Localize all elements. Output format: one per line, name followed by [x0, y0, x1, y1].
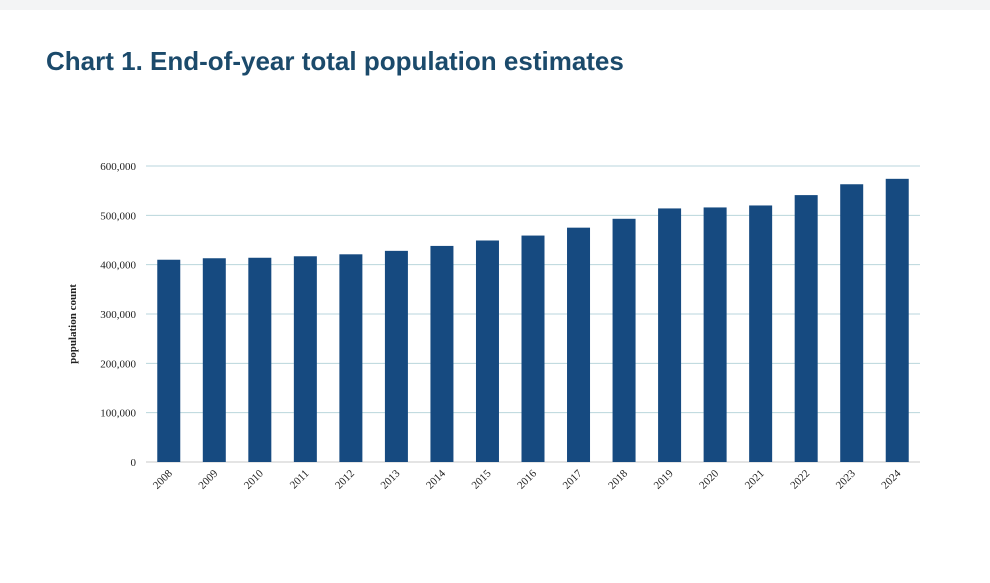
bar-2010 [248, 257, 272, 462]
bar-2016 [521, 235, 545, 462]
x-tick-label: 2024 [879, 467, 903, 491]
bar-2020 [703, 207, 727, 462]
x-tick-label: 2015 [470, 467, 494, 491]
y-tick-label: 500,000 [100, 210, 136, 222]
bar-2009 [202, 258, 226, 462]
y-tick-label: 200,000 [100, 358, 136, 370]
bar-2022 [794, 195, 818, 462]
bar-2019 [658, 208, 682, 462]
x-tick-label: 2010 [242, 467, 266, 491]
bar-2011 [293, 256, 317, 462]
y-tick-label: 400,000 [100, 260, 136, 272]
bar-2023 [840, 184, 864, 462]
x-tick-label: 2013 [378, 467, 402, 491]
bar-2012 [339, 254, 363, 462]
bar-2021 [749, 205, 773, 462]
x-tick-label: 2012 [333, 468, 357, 492]
y-axis-label: population count [67, 284, 79, 364]
x-tick-label: 2009 [196, 467, 220, 491]
bar-2015 [475, 240, 499, 462]
top-strip [0, 0, 990, 10]
y-tick-label: 100,000 [100, 408, 136, 420]
x-tick-label: 2017 [561, 467, 585, 491]
x-tick-label: 2020 [697, 467, 721, 491]
x-tick-label: 2014 [424, 467, 448, 491]
x-axis-ticks: 2008 2009 2010 2011 2012 2013 2014 2015 2016 2017… [151, 467, 904, 491]
y-tick-label: 600,000 [100, 161, 136, 173]
x-tick-label: 2008 [151, 467, 175, 491]
bar-2008 [157, 259, 181, 462]
bars [157, 178, 909, 462]
y-tick-label: 0 [131, 457, 137, 469]
x-tick-label: 2021 [743, 468, 767, 492]
bar-2024 [885, 178, 909, 462]
x-tick-label: 2023 [834, 467, 858, 491]
x-tick-label: 2011 [288, 468, 312, 492]
y-axis-ticks: 0 100,000 200,000 300,000 400,000 500,000 600,… [100, 161, 136, 469]
bar-2013 [384, 250, 408, 462]
x-tick-label: 2018 [606, 467, 630, 491]
bar-2017 [567, 227, 591, 462]
x-tick-label: 2019 [652, 467, 676, 491]
bar-2014 [430, 245, 454, 462]
x-tick-label: 2016 [515, 467, 539, 491]
y-tick-label: 300,000 [100, 309, 136, 321]
page-title: Chart 1. End-of-year total population es… [46, 46, 624, 76]
x-tick-label: 2022 [788, 468, 812, 492]
gridlines [146, 165, 920, 463]
bar-2018 [612, 218, 636, 462]
